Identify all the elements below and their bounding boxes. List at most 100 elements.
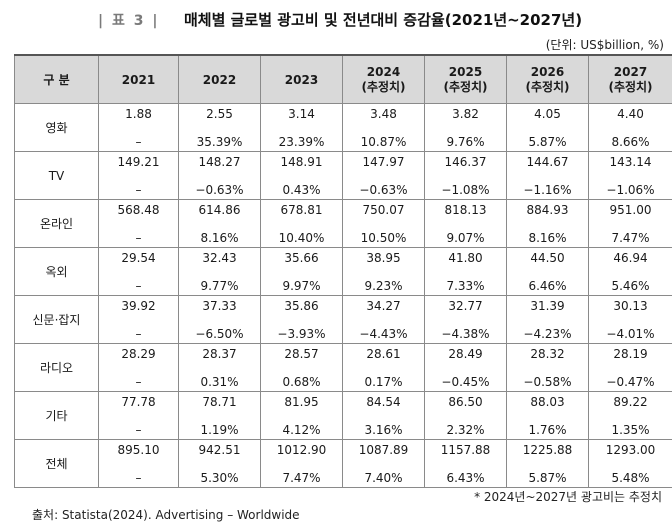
spend-value: 39.92 (121, 298, 156, 313)
spend-value: 28.19 (613, 346, 648, 361)
spend-value: 35.86 (284, 298, 319, 313)
data-cell: 37.33 −6.50% (178, 295, 261, 344)
table-title: 매체별 글로벌 광고비 및 전년대비 증감율(2021년~2027년) (184, 11, 583, 29)
data-cell: 35.86 −3.93% (260, 295, 343, 344)
data-cell: 29.54 – (98, 247, 179, 296)
spend-value: 147.97 (362, 154, 405, 169)
spend-value: 28.49 (448, 346, 483, 361)
data-cell: 81.95 4.12% (260, 391, 343, 440)
row-category: TV (14, 151, 99, 200)
growth-rate: 0.43% (282, 182, 321, 197)
column-year-label: 2023 (284, 72, 319, 87)
growth-rate: – (135, 278, 142, 293)
header-row: 구 분 2021 2022 2023 2024 (추정치) 2025 (추정치) 2026 (추정… (14, 54, 672, 104)
data-cell: 78.71 1.19% (178, 391, 261, 440)
growth-rate: 1.76% (528, 422, 567, 437)
spend-value: 148.91 (280, 154, 323, 169)
column-year-label: 2025 (448, 65, 483, 79)
spend-value: 942.51 (198, 442, 241, 457)
column-year-label: 2021 (121, 72, 156, 87)
growth-rate: 9.07% (446, 230, 485, 245)
spend-value: 149.21 (117, 154, 160, 169)
data-cell: 38.95 9.23% (342, 247, 425, 296)
table-row: 라디오 28.29–28.37 0.31% 28.57 0.68% 28.61 0.17% 2… (14, 343, 672, 392)
data-cell: 678.81 10.40% (260, 199, 343, 248)
table-row: 기타 77.78 – 78.71 1.19% 81.95 4.12% 84.54 3.16% 86… (14, 391, 672, 440)
column-year-label: 2026 (530, 65, 565, 79)
data-cell: 1225.88 5.87% (506, 439, 589, 488)
data-cell: 28.32 −0.58% (506, 343, 589, 392)
spend-value: 4.05 (534, 106, 561, 121)
column-header-category: 구 분 (14, 54, 99, 104)
data-cell: 32.77 −4.38% (424, 295, 507, 344)
title-row: | 표 3 | 매체별 글로벌 광고비 및 전년대비 증감율(2021년~202… (0, 8, 672, 32)
data-cell: 86.50 2.32% (424, 391, 507, 440)
table-row: 영화 1.88 – 2.55 35.39% 3.14 23.39% 3.48 10.87% 3.8… (14, 103, 672, 152)
growth-rate: 8.16% (200, 230, 239, 245)
spend-value: 28.29 (121, 346, 156, 361)
spend-value: 28.61 (366, 346, 401, 361)
column-header-year: 2026 (추정치) (506, 54, 589, 104)
spend-value: 1087.89 (358, 442, 409, 457)
spend-value: 29.54 (121, 250, 156, 265)
growth-rate: 0.68% (282, 374, 321, 389)
growth-rate: – (135, 230, 142, 245)
data-cell: 88.03 1.76% (506, 391, 589, 440)
growth-rate: 2.32% (446, 422, 485, 437)
spend-value: 2.55 (206, 106, 233, 121)
growth-rate: – (135, 422, 142, 437)
growth-rate: 6.43% (446, 470, 485, 485)
row-category: 라디오 (14, 343, 99, 392)
data-cell: 41.80 7.33% (424, 247, 507, 296)
spend-value: 1225.88 (522, 442, 573, 457)
spend-value: 35.66 (284, 250, 319, 265)
data-cell: 32.43 9.77% (178, 247, 261, 296)
growth-rate: −1.08% (441, 182, 490, 197)
table-row: 신문·잡지 39.92 – 37.33 −6.50% 35.86 −3.93% 34.27 −4… (14, 295, 672, 344)
spend-value: 144.67 (526, 154, 569, 169)
table-row: 전체 895.10 – 942.51 5.30% 1012.90 7.47% 1087.89 7… (14, 439, 672, 488)
growth-rate: −4.01% (606, 326, 655, 341)
spend-value: 143.14 (609, 154, 652, 169)
growth-rate: 10.50% (360, 230, 407, 245)
column-header-year: 2027 (추정치) (588, 54, 672, 104)
table-row: TV 149.21 – 148.27 −0.63% 148.91 0.43% 147.97 −0… (14, 151, 672, 200)
unit-label: (단위: US$billion, %) (545, 38, 664, 52)
growth-rate: 9.77% (200, 278, 239, 293)
data-cell: 143.14 −1.06% (588, 151, 672, 200)
growth-rate: 5.87% (528, 134, 567, 149)
column-estimate-label: (추정치) (361, 80, 406, 94)
growth-rate: – (135, 374, 142, 389)
data-cell: 942.51 5.30% (178, 439, 261, 488)
spend-value: 84.54 (366, 394, 401, 409)
spend-value: 28.37 (202, 346, 237, 361)
spend-value: 30.13 (613, 298, 648, 313)
column-estimate-label: (추정치) (443, 80, 488, 94)
data-cell: 28.19 −0.47% (588, 343, 672, 392)
data-cell: 144.67 −1.16% (506, 151, 589, 200)
spend-value: 1012.90 (276, 442, 327, 457)
data-cell: 1293.00 5.48% (588, 439, 672, 488)
growth-rate: −0.45% (441, 374, 490, 389)
spend-value: 3.14 (288, 106, 315, 121)
estimate-note: * 2024년~2027년 광고비는 추정치 (474, 490, 662, 504)
data-cell: 895.10 – (98, 439, 179, 488)
growth-rate: 7.47% (282, 470, 321, 485)
data-cell: 89.22 1.35% (588, 391, 672, 440)
data-cell: 35.66 9.97% (260, 247, 343, 296)
data-cell: 1157.88 6.43% (424, 439, 507, 488)
column-year-label: 구 분 (43, 72, 70, 87)
spend-value: 951.00 (609, 202, 652, 217)
growth-rate: 7.40% (364, 470, 403, 485)
growth-rate: −1.06% (606, 182, 655, 197)
growth-rate: 10.40% (278, 230, 325, 245)
data-cell: 147.97 −0.63% (342, 151, 425, 200)
data-cell: 28.29 – (98, 343, 179, 392)
growth-rate: −6.50% (195, 326, 244, 341)
data-cell: 614.86 8.16% (178, 199, 261, 248)
spend-value: 1157.88 (440, 442, 491, 457)
growth-rate: 5.48% (611, 470, 650, 485)
spend-value: 3.82 (452, 106, 479, 121)
column-header-year: 2024 (추정치) (342, 54, 425, 104)
data-cell: 34.27 −4.43% (342, 295, 425, 344)
